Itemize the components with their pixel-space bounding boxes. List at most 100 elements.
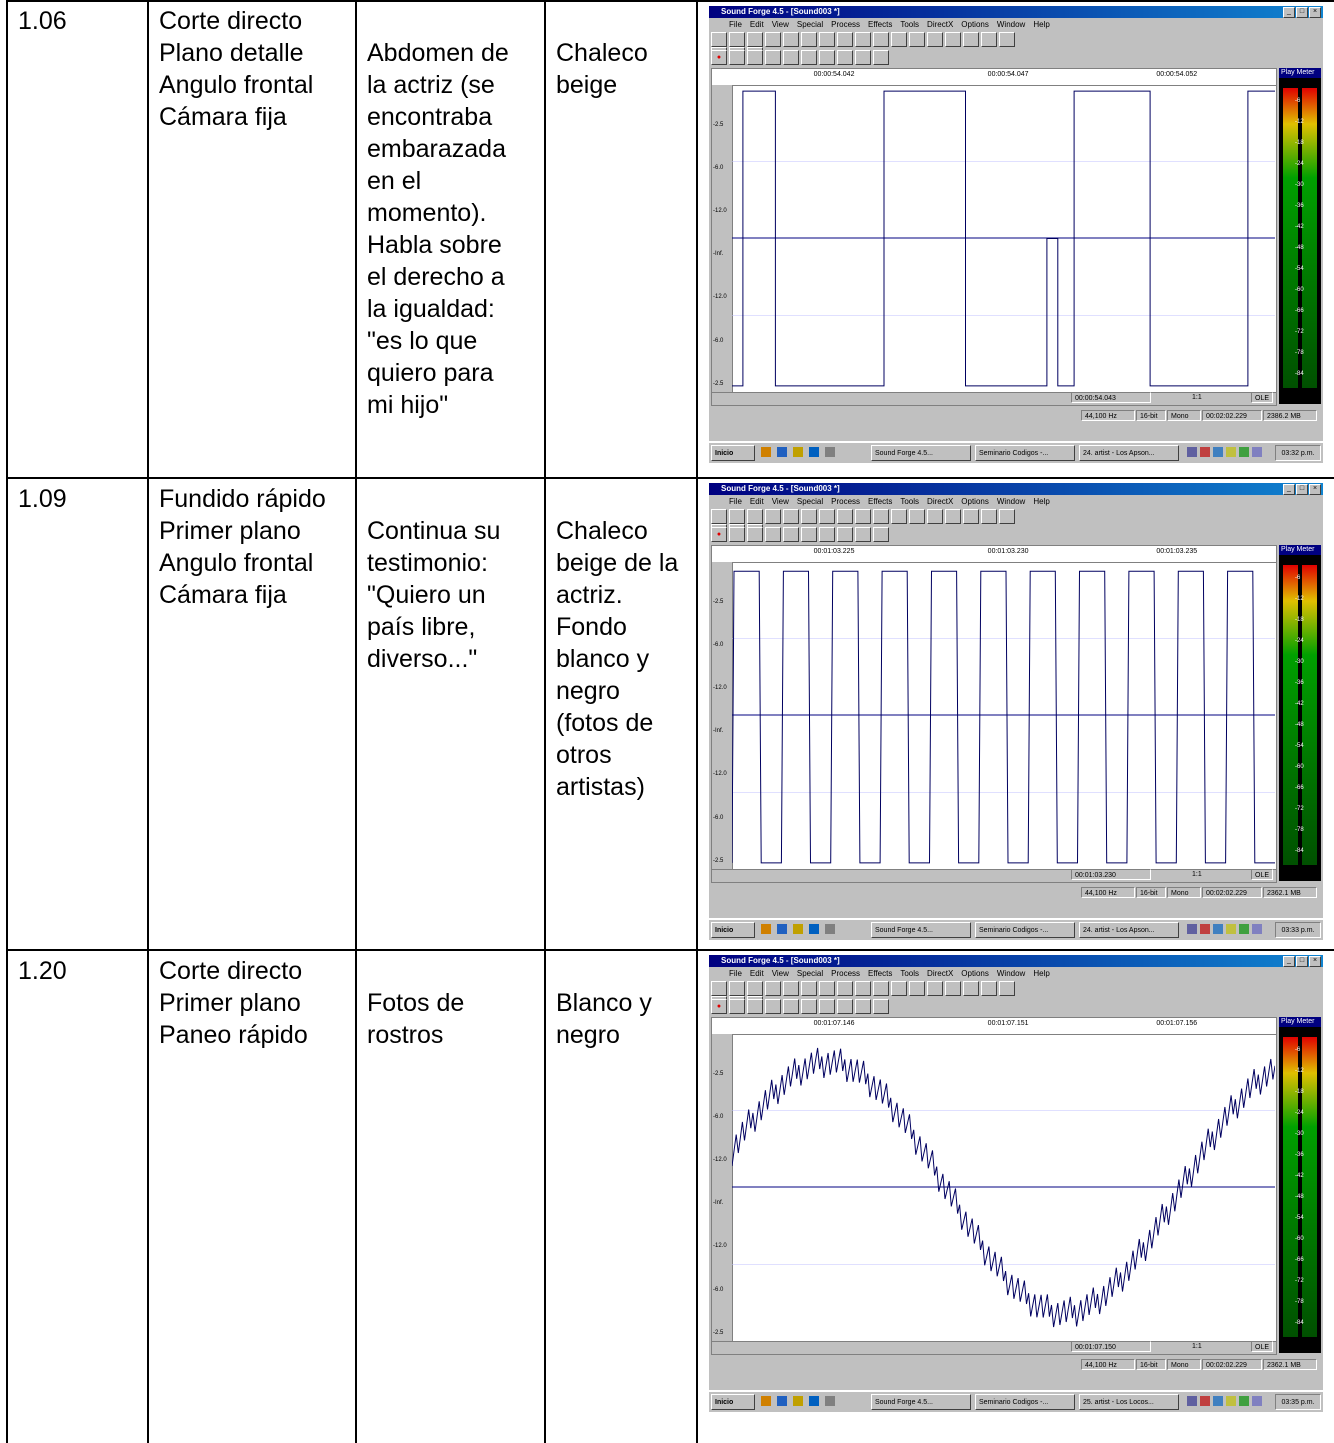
toolbar-button-icon[interactable]	[891, 981, 907, 996]
menu-item[interactable]: Tools	[900, 20, 920, 29]
toolbar-button-icon[interactable]	[963, 32, 979, 47]
toolbar-button-icon[interactable]	[855, 981, 871, 996]
start-button[interactable]: Inicio	[711, 1394, 755, 1410]
quicklaunch-icon[interactable]	[761, 924, 771, 934]
toolbar-button-icon[interactable]	[945, 981, 961, 996]
menu-item[interactable]: Special	[796, 497, 824, 506]
toolbar-button-icon[interactable]	[783, 509, 799, 524]
close-icon[interactable]: ×	[1309, 484, 1321, 495]
toolbar-button-icon[interactable]	[981, 981, 997, 996]
toolbar-button-icon[interactable]	[747, 509, 763, 524]
quicklaunch-icon[interactable]	[777, 447, 787, 457]
quicklaunch-icon[interactable]	[825, 1396, 835, 1406]
menu-item[interactable]: Tools	[900, 969, 920, 978]
record-icon[interactable]: ●	[711, 999, 727, 1014]
transport-button-icon[interactable]	[837, 999, 853, 1014]
menu-item[interactable]: Effects	[868, 20, 893, 29]
toolbar-button-icon[interactable]	[837, 509, 853, 524]
toolbar-button-icon[interactable]	[855, 509, 871, 524]
start-button[interactable]: Inicio	[711, 922, 755, 938]
toolbar-button-icon[interactable]	[873, 32, 889, 47]
maximize-icon[interactable]: □	[1296, 484, 1308, 495]
menu-item[interactable]: DirectX	[927, 969, 954, 978]
toolbar-button-icon[interactable]	[801, 32, 817, 47]
toolbar-button-icon[interactable]	[765, 981, 781, 996]
taskbar-document[interactable]: Seminario Codigos -...	[975, 445, 1075, 461]
toolbar-button-icon[interactable]	[999, 981, 1015, 996]
quicklaunch-icon[interactable]	[825, 924, 835, 934]
menu-item[interactable]: Process	[831, 20, 861, 29]
menu-item[interactable]: Special	[796, 20, 824, 29]
minimize-icon[interactable]: _	[1283, 956, 1295, 967]
transport-button-icon[interactable]	[783, 999, 799, 1014]
toolbar-button-icon[interactable]	[747, 981, 763, 996]
toolbar-button-icon[interactable]	[963, 981, 979, 996]
menu-item[interactable]: Edit	[749, 969, 764, 978]
transport-button-icon[interactable]	[819, 999, 835, 1014]
quicklaunch-icon[interactable]	[809, 447, 819, 457]
menu-item[interactable]: DirectX	[927, 497, 954, 506]
transport-button-icon[interactable]	[837, 527, 853, 542]
taskbar-sound-forge[interactable]: Sound Forge 4.5...	[871, 922, 971, 938]
toolbar-button-icon[interactable]	[909, 32, 925, 47]
toolbar-button-icon[interactable]	[711, 509, 727, 524]
transport-button-icon[interactable]	[819, 527, 835, 542]
toolbar-button-icon[interactable]	[981, 32, 997, 47]
menu-item[interactable]: Window	[996, 969, 1026, 978]
horizontal-scrollbar[interactable]: 1:1	[712, 392, 1276, 405]
toolbar-button-icon[interactable]	[765, 509, 781, 524]
transport-button-icon[interactable]	[837, 50, 853, 65]
toolbar-button-icon[interactable]	[873, 509, 889, 524]
quicklaunch-icon[interactable]	[793, 447, 803, 457]
transport-button-icon[interactable]	[783, 527, 799, 542]
quicklaunch-icon[interactable]	[761, 447, 771, 457]
toolbar-button-icon[interactable]	[873, 981, 889, 996]
toolbar-button-icon[interactable]	[729, 981, 745, 996]
toolbar-button-icon[interactable]	[891, 32, 907, 47]
toolbar-button-icon[interactable]	[891, 509, 907, 524]
menu-item[interactable]: Tools	[900, 497, 920, 506]
menu-item[interactable]: Options	[961, 969, 989, 978]
toolbar-button-icon[interactable]	[801, 981, 817, 996]
toolbar-button-icon[interactable]	[909, 981, 925, 996]
toolbar-button-icon[interactable]	[999, 32, 1015, 47]
menu-item[interactable]: Special	[796, 969, 824, 978]
toolbar-button-icon[interactable]	[783, 32, 799, 47]
toolbar-button-icon[interactable]	[819, 32, 835, 47]
transport-button-icon[interactable]	[747, 999, 763, 1014]
start-button[interactable]: Inicio	[711, 445, 755, 461]
transport-button-icon[interactable]	[783, 50, 799, 65]
toolbar-button-icon[interactable]	[945, 32, 961, 47]
quicklaunch-icon[interactable]	[793, 1396, 803, 1406]
quicklaunch-icon[interactable]	[809, 924, 819, 934]
transport-button-icon[interactable]	[801, 527, 817, 542]
transport-button-icon[interactable]	[729, 999, 745, 1014]
menu-item[interactable]: Effects	[868, 497, 893, 506]
transport-button-icon[interactable]	[819, 50, 835, 65]
toolbar-button-icon[interactable]	[855, 32, 871, 47]
transport-button-icon[interactable]	[765, 527, 781, 542]
quicklaunch-icon[interactable]	[809, 1396, 819, 1406]
menu-item[interactable]: Window	[996, 20, 1026, 29]
toolbar-button-icon[interactable]	[729, 32, 745, 47]
close-icon[interactable]: ×	[1309, 7, 1321, 18]
record-icon[interactable]: ●	[711, 527, 727, 542]
menu-item[interactable]: Effects	[868, 969, 893, 978]
menu-item[interactable]: Process	[831, 497, 861, 506]
maximize-icon[interactable]: □	[1296, 956, 1308, 967]
toolbar-button-icon[interactable]	[981, 509, 997, 524]
toolbar-button-icon[interactable]	[801, 509, 817, 524]
menu-item[interactable]: View	[771, 20, 789, 29]
transport-button-icon[interactable]	[729, 50, 745, 65]
quicklaunch-icon[interactable]	[761, 1396, 771, 1406]
menu-item[interactable]: Options	[961, 497, 989, 506]
toolbar-button-icon[interactable]	[729, 509, 745, 524]
menu-item[interactable]: View	[771, 497, 789, 506]
toolbar-button-icon[interactable]	[909, 509, 925, 524]
menu-item[interactable]: Help	[1033, 969, 1050, 978]
toolbar-button-icon[interactable]	[927, 981, 943, 996]
toolbar-button-icon[interactable]	[711, 981, 727, 996]
transport-button-icon[interactable]	[855, 50, 871, 65]
quicklaunch-icon[interactable]	[777, 1396, 787, 1406]
toolbar-button-icon[interactable]	[927, 32, 943, 47]
